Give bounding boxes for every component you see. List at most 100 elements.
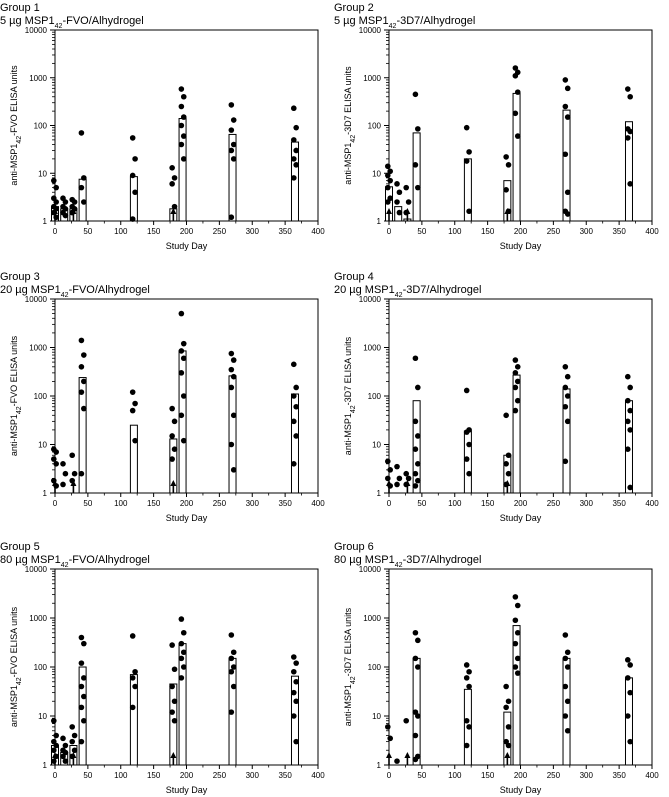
data-point-day-270 (228, 147, 235, 154)
data-point-day-270 (230, 357, 237, 363)
data-point-day-194 (178, 640, 185, 647)
x-tick-label: 100 (448, 771, 462, 780)
data-point-day-194 (180, 629, 187, 636)
data-point-day-14 (394, 199, 400, 205)
y-tick-label: 10000 (359, 295, 382, 304)
data-point-day-120 (132, 668, 138, 675)
data-point-day-365 (293, 738, 299, 745)
data-point-day-365 (290, 713, 297, 719)
y-axis-label-subscript: 42 (350, 405, 357, 413)
data-point-day-28 (69, 724, 76, 730)
data-point-day-194 (180, 393, 187, 399)
data-point-day-120 (463, 429, 470, 435)
bar-day-42 (412, 132, 421, 222)
data-point-day-194 (512, 370, 519, 376)
panel-group-4: Group 420 µg MSP142-3D7/Alhydrogel110100… (334, 271, 659, 523)
data-point-day-270 (564, 373, 571, 380)
data-point-day-194 (512, 72, 519, 79)
bar-day-120 (129, 176, 138, 222)
bar-day-42 (78, 666, 87, 766)
data-point-day-0 (385, 172, 391, 179)
data-point-day-365 (627, 93, 633, 100)
data-point-day-365 (290, 156, 297, 162)
data-point-day-365 (293, 698, 299, 705)
data-point-day-365 (627, 427, 633, 433)
data-point-day-270 (230, 664, 237, 670)
data-point-day-0 (51, 456, 57, 462)
x-tick-label: 0 (53, 499, 58, 508)
data-point-day-0 (385, 475, 391, 482)
x-tick-label: 350 (278, 227, 292, 236)
data-point-day-42 (81, 405, 87, 412)
data-point-day-270 (230, 467, 237, 473)
data-point-day-270 (562, 458, 569, 465)
data-point-day-180 (505, 724, 512, 730)
data-point-day-42 (415, 433, 421, 439)
data-point-day-120 (129, 389, 136, 395)
data-point-day-194 (512, 407, 519, 414)
data-point-day-42 (412, 91, 419, 98)
x-tick-label: 400 (645, 499, 659, 508)
data-point-day-270 (228, 102, 235, 108)
data-point-day-270 (228, 384, 235, 391)
data-point-day-42 (415, 637, 421, 644)
y-tick-label: 1 (43, 489, 48, 498)
vaccination-arrow-icon (170, 208, 177, 214)
data-point-day-28 (405, 475, 412, 482)
panel-subtitle: 80 µg MSP142-3D7/Alhydrogel (334, 554, 481, 569)
data-point-day-120 (466, 149, 472, 155)
x-tick-label: 100 (448, 499, 462, 508)
data-point-day-270 (230, 683, 237, 690)
x-tick-label: 50 (83, 771, 92, 780)
x-tick-label: 300 (580, 227, 594, 236)
data-point-day-194 (512, 617, 519, 624)
bar-day-42 (78, 377, 87, 494)
panel-subtitle-subscript: 42 (61, 292, 69, 299)
data-point-day-120 (463, 742, 470, 749)
data-point-day-194 (178, 103, 185, 110)
y-axis-label-text-end: -FVO ELISA units (9, 65, 19, 136)
y-axis-label-subscript: 42 (350, 135, 357, 143)
data-point-day-270 (230, 412, 237, 419)
x-tick-label: 300 (580, 499, 594, 508)
data-point-day-270 (564, 114, 571, 120)
data-point-day-365 (624, 675, 631, 681)
data-point-day-120 (466, 668, 472, 675)
x-tick-label: 400 (645, 227, 659, 236)
y-tick-label: 1000 (29, 614, 47, 623)
y-tick-label: 1 (43, 761, 48, 770)
data-point-day-28 (403, 184, 410, 191)
data-point-day-180 (169, 709, 175, 715)
panel-title: Group 6 (334, 541, 374, 553)
data-point-day-270 (228, 441, 235, 448)
x-tick-label: 0 (387, 771, 392, 780)
y-tick-label: 100 (368, 122, 382, 131)
panel-subtitle-subscript: 42 (395, 562, 403, 569)
data-point-day-365 (293, 384, 299, 391)
data-point-day-42 (78, 683, 85, 690)
y-tick-label: 100 (34, 392, 48, 401)
x-axis-label: Study Day (500, 513, 542, 523)
panel-subtitle-text: 20 µg MSP1 (334, 284, 395, 296)
panel-subtitle-text: 80 µg MSP1 (334, 554, 395, 566)
data-point-day-42 (81, 675, 87, 681)
data-point-day-120 (129, 216, 136, 222)
y-axis-label-text: anti-MSP1 (9, 414, 19, 456)
data-point-day-0 (53, 199, 59, 205)
vaccination-arrow-icon (70, 752, 77, 758)
data-point-day-42 (81, 717, 87, 724)
data-point-day-365 (624, 418, 631, 425)
vaccination-arrow-icon (386, 480, 392, 486)
data-point-day-194 (514, 397, 521, 404)
data-point-day-270 (562, 77, 569, 83)
x-tick-label: 50 (83, 499, 92, 508)
data-point-day-42 (78, 364, 85, 370)
y-tick-label: 1 (377, 489, 382, 498)
y-tick-label: 1 (43, 217, 48, 226)
vaccination-arrow-icon (504, 480, 511, 486)
data-point-day-194 (178, 675, 185, 681)
y-axis-label-subscript: 42 (16, 677, 23, 685)
panel-subtitle-text: 5 µg MSP1 (334, 15, 389, 27)
data-point-day-0 (51, 717, 57, 724)
x-tick-label: 250 (213, 771, 227, 780)
